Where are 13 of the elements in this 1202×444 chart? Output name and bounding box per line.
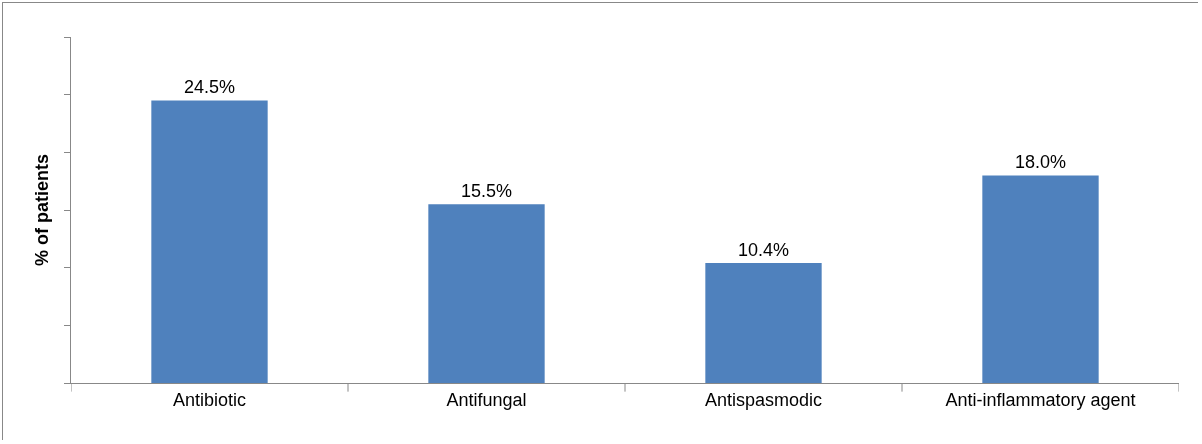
data-label: 24.5% (183, 77, 236, 98)
x-tick-label: Antibiotic (172, 389, 247, 410)
data-label: 10.4% (737, 240, 790, 261)
bar (982, 175, 1099, 383)
y-axis-title: % of patients (32, 153, 53, 267)
bar (705, 263, 822, 383)
x-tick-label: Antifungal (446, 389, 527, 410)
data-label: 15.5% (460, 181, 513, 202)
x-tick-label: Anti-inflammatory agent (945, 389, 1136, 410)
data-label: 18.0% (1014, 152, 1067, 173)
bar (428, 204, 545, 383)
x-tick-label: Antispasmodic (704, 389, 823, 410)
bar (151, 100, 268, 383)
